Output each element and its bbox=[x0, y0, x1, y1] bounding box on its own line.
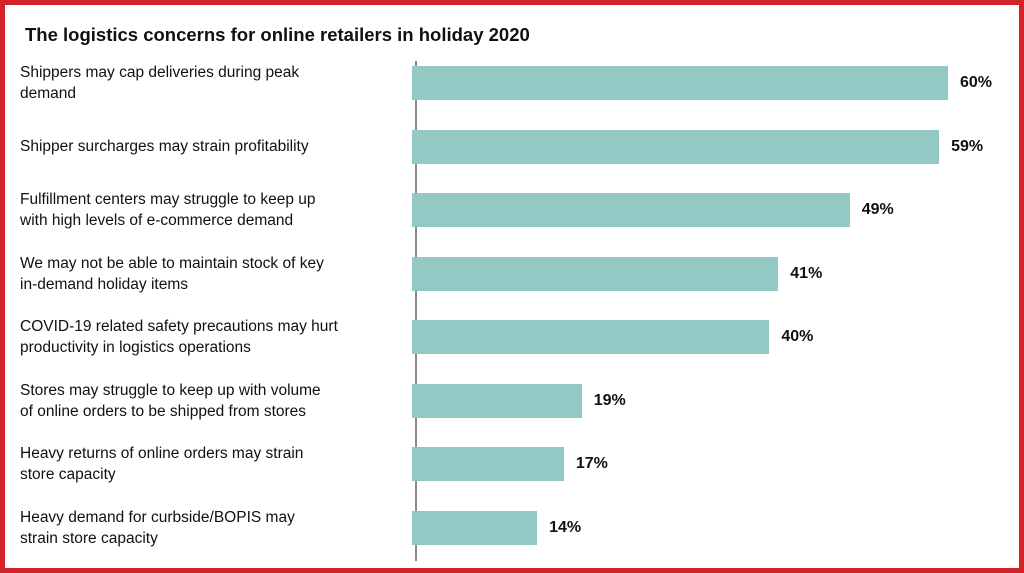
category-label-line: with high levels of e-commerce demand bbox=[20, 212, 294, 229]
category-label: We may not be able to maintain stock of … bbox=[20, 253, 408, 295]
category-label-line: demand bbox=[20, 85, 77, 102]
category-label-line: We may not be able to maintain stock of … bbox=[20, 254, 324, 272]
category-label-line: strain store capacity bbox=[20, 529, 158, 547]
data-label: 60% bbox=[960, 74, 993, 91]
chart-title: The logistics concerns for online retail… bbox=[25, 24, 530, 45]
category-label-line: productivity in logistics operations bbox=[20, 339, 251, 356]
data-label: 17% bbox=[575, 455, 608, 472]
data-label: 41% bbox=[790, 264, 823, 282]
category-label: Stores may struggle to keep up with volu… bbox=[20, 380, 408, 422]
category-label-line: Shippers may cap deliveries during peak bbox=[20, 64, 300, 81]
category-label-line: Shipper surcharges may strain profitabil… bbox=[20, 138, 309, 155]
category-label-line: Heavy demand for curbside/BOPIS may bbox=[20, 508, 295, 526]
category-label-line: store capacity bbox=[20, 466, 116, 483]
category-label: Heavy returns of online orders may strai… bbox=[20, 443, 408, 485]
bar bbox=[412, 320, 770, 354]
data-label: 49% bbox=[861, 201, 894, 218]
category-label: Shippers may cap deliveries during peak d… bbox=[20, 62, 408, 104]
bar bbox=[412, 383, 582, 418]
bar bbox=[412, 510, 538, 545]
bar bbox=[412, 256, 779, 291]
category-axis-line bbox=[415, 61, 417, 561]
category-label: COVID-19 related safety precautions may … bbox=[20, 316, 408, 358]
bar bbox=[412, 193, 850, 227]
category-label-line: in-demand holiday items bbox=[20, 275, 189, 293]
category-label: Heavy demand for curbside/BOPIS may strai… bbox=[20, 507, 408, 549]
category-label-line: Heavy returns of online orders may strai… bbox=[20, 445, 304, 462]
category-label-line: COVID-19 related safety precautions may … bbox=[20, 318, 338, 335]
bar bbox=[412, 66, 948, 100]
data-label: 40% bbox=[781, 328, 814, 345]
category-label-line: of online orders to be shipped from stor… bbox=[20, 402, 307, 420]
bar bbox=[412, 447, 564, 481]
bar bbox=[412, 129, 940, 164]
data-label: 19% bbox=[593, 391, 626, 409]
data-label: 59% bbox=[951, 137, 984, 155]
category-label: Fulfillment centers may struggle to keep… bbox=[20, 189, 408, 231]
category-label: Shipper surcharges may strain profitabil… bbox=[20, 136, 408, 157]
data-label: 14% bbox=[549, 518, 582, 536]
category-label-line: Stores may struggle to keep up with volu… bbox=[20, 381, 321, 399]
category-label-line: Fulfillment centers may struggle to keep… bbox=[20, 191, 316, 208]
